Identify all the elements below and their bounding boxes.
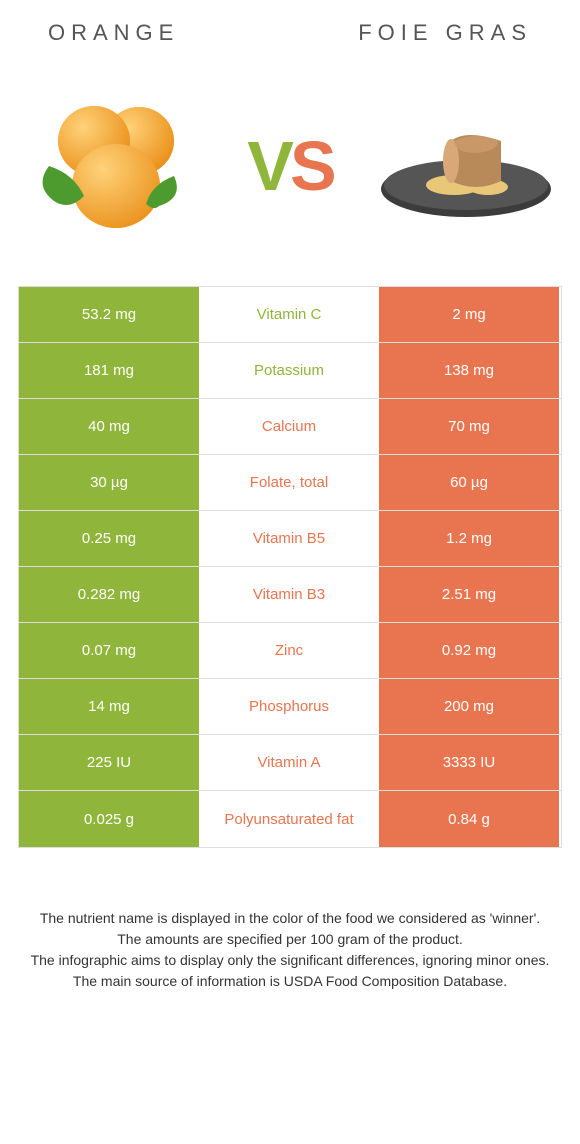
nutrient-name: Polyunsaturated fat [199, 791, 379, 847]
nutrient-name: Zinc [199, 623, 379, 678]
left-value: 225 IU [19, 735, 199, 790]
right-value: 60 µg [379, 455, 559, 510]
table-row: 0.025 gPolyunsaturated fat0.84 g [19, 791, 561, 847]
right-value: 200 mg [379, 679, 559, 734]
table-row: 0.07 mgZinc0.92 mg [19, 623, 561, 679]
left-value: 0.025 g [19, 791, 199, 847]
footnotes: The nutrient name is displayed in the co… [18, 908, 562, 992]
nutrient-name: Phosphorus [199, 679, 379, 734]
left-value: 0.07 mg [19, 623, 199, 678]
nutrient-name: Vitamin C [199, 287, 379, 342]
nutrient-name: Calcium [199, 399, 379, 454]
footnote-line: The nutrient name is displayed in the co… [28, 908, 552, 929]
left-value: 30 µg [19, 455, 199, 510]
table-row: 181 mgPotassium138 mg [19, 343, 561, 399]
nutrient-name: Vitamin B3 [199, 567, 379, 622]
footnote-line: The main source of information is USDA F… [28, 971, 552, 992]
nutrition-table: 53.2 mgVitamin C2 mg181 mgPotassium138 m… [18, 286, 562, 848]
left-value: 14 mg [19, 679, 199, 734]
right-value: 2 mg [379, 287, 559, 342]
right-value: 0.84 g [379, 791, 559, 847]
title-left: Orange [48, 20, 179, 46]
vs-s: S [290, 127, 333, 205]
left-value: 0.25 mg [19, 511, 199, 566]
left-value: 0.282 mg [19, 567, 199, 622]
right-value: 70 mg [379, 399, 559, 454]
left-value: 40 mg [19, 399, 199, 454]
nutrient-name: Vitamin B5 [199, 511, 379, 566]
table-row: 30 µgFolate, total60 µg [19, 455, 561, 511]
table-row: 40 mgCalcium70 mg [19, 399, 561, 455]
orange-image [24, 86, 204, 246]
table-row: 0.25 mgVitamin B51.2 mg [19, 511, 561, 567]
right-value: 138 mg [379, 343, 559, 398]
foie-gras-image [376, 86, 556, 246]
right-value: 3333 IU [379, 735, 559, 790]
titles-row: Orange Foie gras [18, 20, 562, 46]
table-row: 14 mgPhosphorus200 mg [19, 679, 561, 735]
left-value: 181 mg [19, 343, 199, 398]
vs-label: VS [247, 126, 332, 206]
right-value: 1.2 mg [379, 511, 559, 566]
left-value: 53.2 mg [19, 287, 199, 342]
footnote-line: The amounts are specified per 100 gram o… [28, 929, 552, 950]
table-row: 0.282 mgVitamin B32.51 mg [19, 567, 561, 623]
vs-v: V [247, 127, 290, 205]
footnote-line: The infographic aims to display only the… [28, 950, 552, 971]
title-right: Foie gras [358, 20, 532, 46]
nutrient-name: Folate, total [199, 455, 379, 510]
nutrient-name: Vitamin A [199, 735, 379, 790]
table-row: 225 IUVitamin A3333 IU [19, 735, 561, 791]
hero-row: VS [18, 76, 562, 256]
right-value: 0.92 mg [379, 623, 559, 678]
right-value: 2.51 mg [379, 567, 559, 622]
table-row: 53.2 mgVitamin C2 mg [19, 287, 561, 343]
nutrient-name: Potassium [199, 343, 379, 398]
